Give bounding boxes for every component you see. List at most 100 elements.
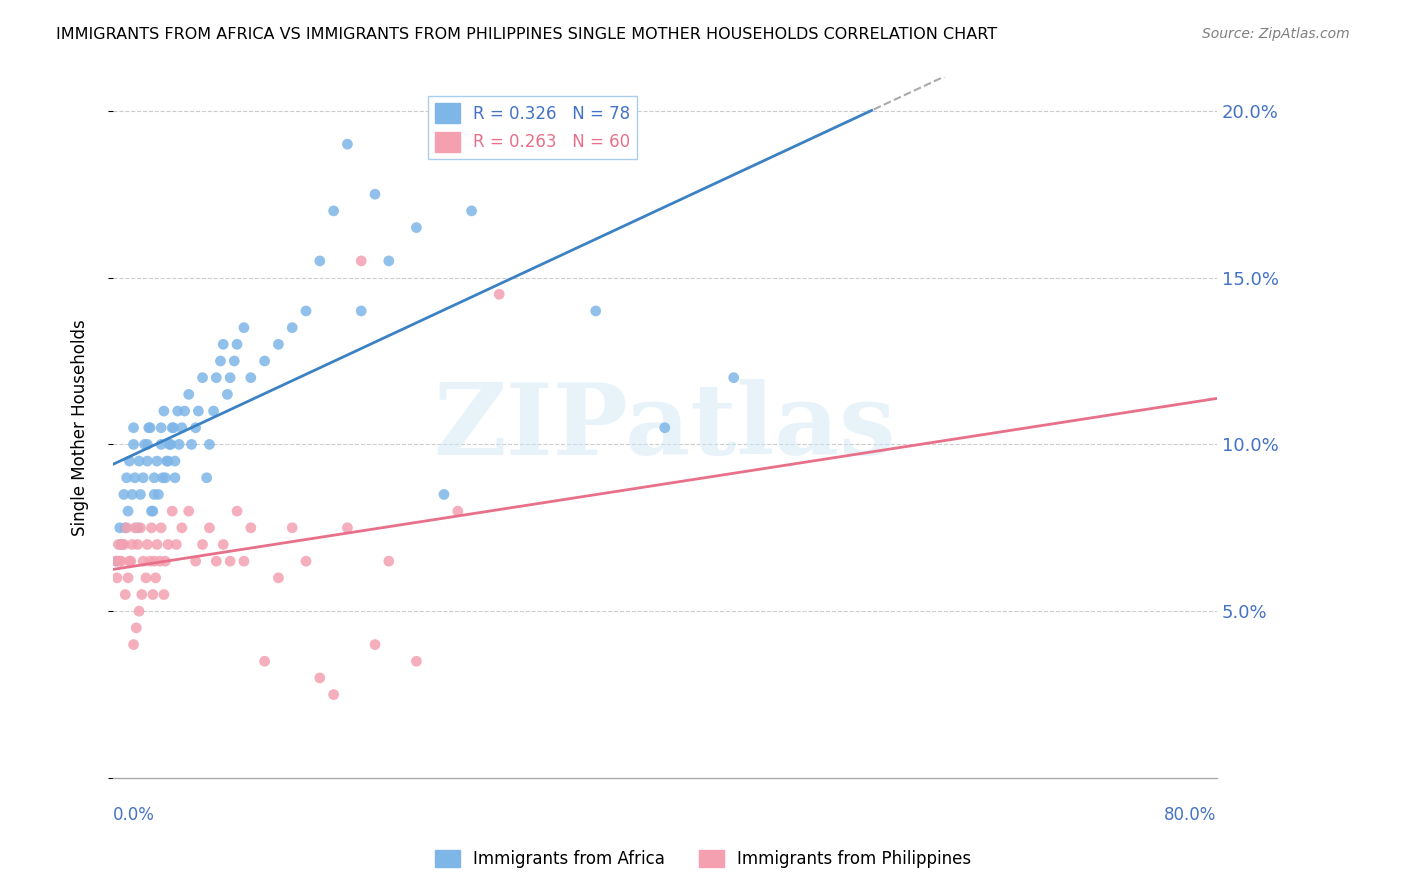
- Point: [105, 554, 128, 568]
- Point: [205, 554, 228, 568]
- Point: [117, 504, 139, 518]
- Point: [405, 220, 427, 235]
- Point: [219, 554, 242, 568]
- Point: [184, 421, 207, 435]
- Point: [156, 454, 179, 468]
- Point: [217, 387, 239, 401]
- Point: [378, 554, 401, 568]
- Point: [170, 421, 193, 435]
- Point: [267, 337, 290, 351]
- Point: [132, 471, 155, 485]
- Point: [107, 537, 129, 551]
- Point: [135, 571, 157, 585]
- Point: [267, 571, 290, 585]
- Point: [153, 404, 176, 418]
- Point: [177, 504, 200, 518]
- Legend: R = 0.326   N = 78, R = 0.263   N = 60: R = 0.326 N = 78, R = 0.263 N = 60: [427, 96, 637, 159]
- Point: [322, 203, 344, 218]
- Point: [127, 521, 149, 535]
- Point: [253, 654, 276, 668]
- Point: [585, 304, 607, 318]
- Point: [433, 487, 456, 501]
- Point: [128, 604, 150, 618]
- Point: [170, 521, 193, 535]
- Point: [112, 537, 135, 551]
- Point: [124, 471, 146, 485]
- Point: [163, 454, 186, 468]
- Point: [134, 437, 156, 451]
- Point: [124, 521, 146, 535]
- Point: [142, 588, 165, 602]
- Point: [125, 621, 148, 635]
- Point: [139, 421, 162, 435]
- Point: [163, 471, 186, 485]
- Point: [162, 421, 184, 435]
- Point: [157, 437, 180, 451]
- Point: [114, 521, 136, 535]
- Point: [198, 521, 221, 535]
- Y-axis label: Single Mother Households: Single Mother Households: [72, 319, 89, 536]
- Point: [142, 504, 165, 518]
- Point: [723, 370, 745, 384]
- Point: [167, 437, 190, 451]
- Point: [150, 437, 173, 451]
- Point: [112, 487, 135, 501]
- Point: [152, 471, 174, 485]
- Point: [198, 437, 221, 451]
- Text: 80.0%: 80.0%: [1164, 806, 1216, 824]
- Point: [104, 554, 127, 568]
- Point: [129, 487, 152, 501]
- Point: [281, 521, 304, 535]
- Point: [180, 437, 202, 451]
- Point: [148, 487, 170, 501]
- Point: [488, 287, 510, 301]
- Legend: Immigrants from Africa, Immigrants from Philippines: Immigrants from Africa, Immigrants from …: [429, 843, 977, 875]
- Point: [202, 404, 225, 418]
- Point: [129, 521, 152, 535]
- Point: [654, 421, 676, 435]
- Point: [405, 654, 427, 668]
- Point: [191, 370, 214, 384]
- Point: [139, 554, 162, 568]
- Point: [160, 504, 183, 518]
- Point: [108, 554, 131, 568]
- Point: [122, 638, 145, 652]
- Point: [224, 354, 246, 368]
- Point: [173, 404, 195, 418]
- Point: [232, 554, 254, 568]
- Point: [136, 537, 159, 551]
- Point: [146, 454, 169, 468]
- Point: [232, 320, 254, 334]
- Point: [153, 588, 176, 602]
- Text: 0.0%: 0.0%: [112, 806, 155, 824]
- Point: [212, 537, 235, 551]
- Point: [364, 187, 387, 202]
- Point: [281, 320, 304, 334]
- Point: [155, 471, 177, 485]
- Point: [516, 137, 538, 152]
- Point: [127, 537, 149, 551]
- Point: [191, 537, 214, 551]
- Point: [143, 554, 166, 568]
- Point: [132, 554, 155, 568]
- Point: [226, 504, 249, 518]
- Point: [209, 354, 232, 368]
- Point: [111, 537, 134, 551]
- Point: [350, 254, 373, 268]
- Point: [122, 437, 145, 451]
- Point: [114, 588, 136, 602]
- Point: [145, 571, 167, 585]
- Point: [378, 254, 401, 268]
- Point: [177, 387, 200, 401]
- Point: [150, 521, 173, 535]
- Point: [141, 521, 163, 535]
- Text: ZIPatlas: ZIPatlas: [433, 379, 896, 476]
- Point: [157, 454, 180, 468]
- Point: [308, 254, 330, 268]
- Text: Source: ZipAtlas.com: Source: ZipAtlas.com: [1202, 27, 1350, 41]
- Point: [166, 404, 188, 418]
- Point: [159, 437, 181, 451]
- Point: [350, 304, 373, 318]
- Point: [226, 337, 249, 351]
- Point: [336, 521, 359, 535]
